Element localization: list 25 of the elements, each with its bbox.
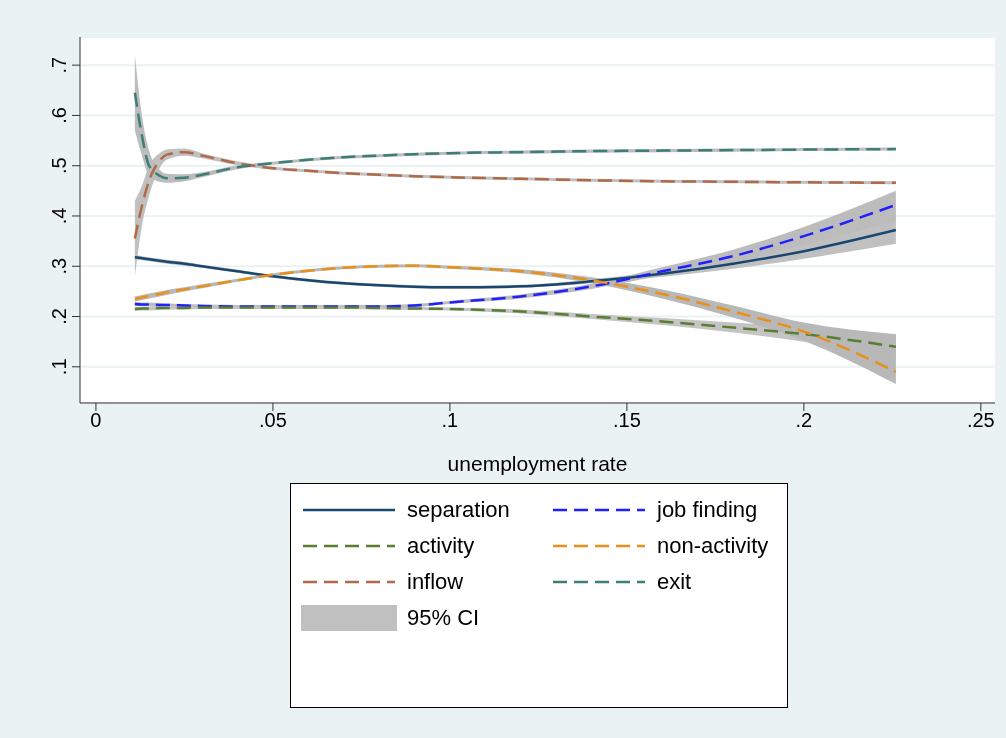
x-tick-label: .25: [966, 409, 995, 432]
legend-label: exit: [657, 569, 692, 595]
x-tick-label: 0: [90, 409, 102, 432]
y-tick-label: .3: [48, 257, 70, 275]
line-series: [133, 306, 898, 348]
y-tick-label: .1: [48, 358, 70, 376]
y-tick-label: .7: [48, 56, 70, 74]
text: 95% CI: [407, 605, 480, 631]
y-tick-label: .5: [48, 157, 70, 175]
x-tick-label: .1: [441, 409, 459, 432]
line-series: [133, 150, 898, 240]
x-tick-label: .15: [612, 409, 641, 432]
y-tick-label: .4: [48, 207, 70, 225]
legend-label: inflow: [407, 569, 464, 595]
legend-label: activity: [407, 533, 475, 559]
legend-label: non-activity: [657, 533, 769, 559]
line-series: [133, 91, 898, 180]
legend-label: job finding: [657, 497, 758, 523]
x-tick-label: .05: [259, 409, 287, 432]
legend-label: separation: [407, 497, 510, 523]
y-tick-label: .2: [48, 308, 70, 325]
x-tick-label: .2: [795, 409, 813, 432]
y-tick-label: .6: [48, 107, 70, 124]
x-axis-title: unemployment rate: [447, 452, 628, 475]
line-series: [133, 228, 898, 289]
